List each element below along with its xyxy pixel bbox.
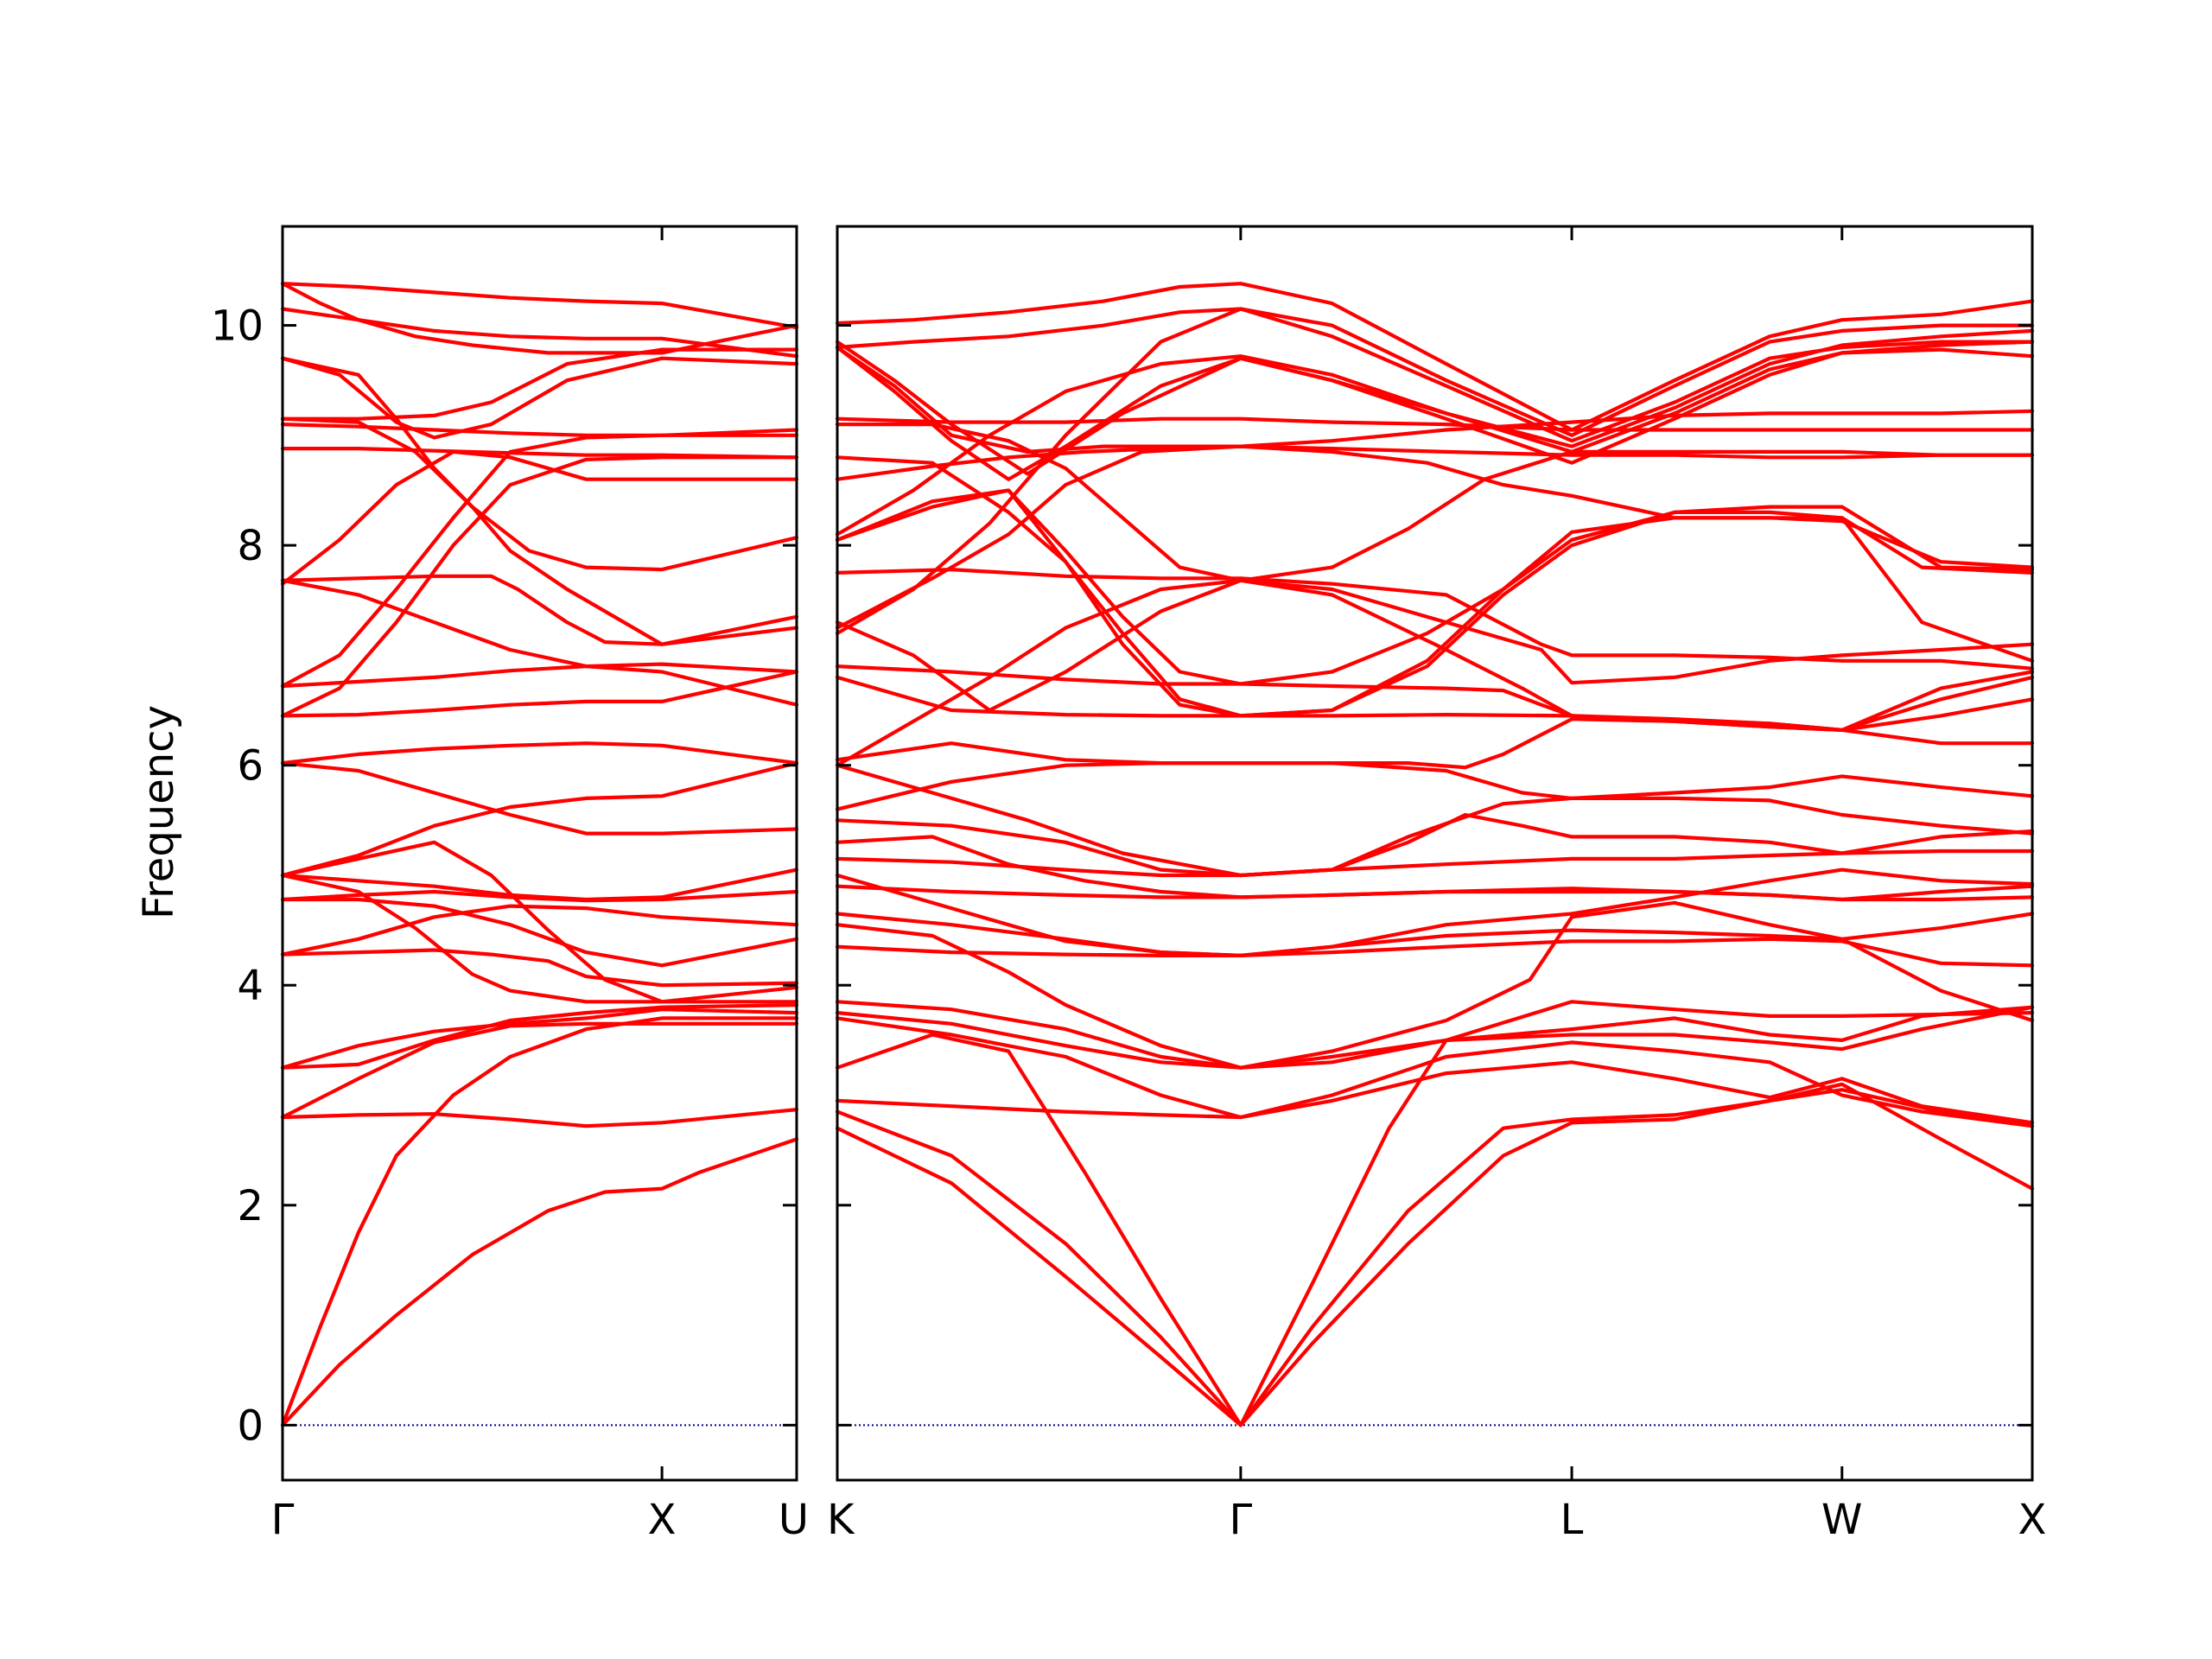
band-line (280, 662, 799, 689)
band-line (280, 897, 799, 968)
band-line (280, 423, 799, 437)
band-line (280, 455, 799, 718)
y-tick-label: 8 (237, 522, 264, 570)
band-line (280, 1007, 799, 1070)
band-line (835, 568, 2035, 671)
band-line (835, 444, 2035, 575)
x-tick-label: X (2018, 1496, 2047, 1544)
band-line (835, 1000, 2035, 1070)
band-line (835, 416, 2035, 432)
band-line (835, 900, 2035, 1070)
band-line (835, 1088, 2035, 1427)
band-line (835, 1000, 2035, 1427)
band-line (835, 812, 2035, 878)
band-line (280, 889, 799, 903)
band-line (835, 444, 2035, 630)
band-line (835, 345, 2035, 481)
band-line (280, 948, 799, 988)
band-line (835, 937, 2035, 968)
band-line (280, 356, 799, 440)
band-line (280, 1108, 799, 1128)
panels-layer: 0 2 4 6 8 10 Γ X U K Γ L W X (211, 225, 2047, 1544)
band-line (280, 356, 799, 646)
plot-frame (281, 225, 798, 1482)
band-line (835, 868, 2035, 957)
band-line (835, 1060, 2035, 1125)
x-tick-label: U (779, 1496, 809, 1544)
x-tick-label: Γ (271, 1496, 295, 1544)
y-tick-label: 10 (211, 302, 264, 351)
band-line (835, 282, 2035, 432)
band-line (280, 1003, 799, 1070)
band-line (280, 904, 799, 957)
band-line (280, 741, 799, 766)
band-line (280, 416, 799, 572)
band-line (835, 763, 2035, 878)
y-axis-label: Frequency (135, 705, 183, 919)
band-line (835, 1082, 2035, 1427)
x-tick-label: L (1560, 1496, 1584, 1544)
band-line (835, 761, 2035, 836)
band-line (280, 282, 799, 355)
band-line (280, 761, 799, 878)
band-line (280, 447, 799, 460)
band-line (280, 282, 799, 330)
x-tick-label: Γ (1229, 1496, 1252, 1544)
band-line (835, 912, 2035, 957)
y-tick-label: 6 (237, 742, 264, 791)
band-line (280, 761, 799, 836)
band-line (280, 873, 799, 1004)
band-line (280, 428, 799, 689)
band-line (280, 840, 799, 1004)
x-tick-label: K (827, 1496, 855, 1544)
plot-frame (836, 225, 2034, 1482)
left-panel: 0 2 4 6 8 10 Γ X U (211, 225, 809, 1544)
band-line (835, 423, 2035, 582)
band-line (835, 488, 2035, 686)
y-tick-label: 4 (237, 962, 264, 1010)
band-line (835, 345, 2035, 454)
band-line (835, 675, 2035, 732)
band-line (280, 1016, 799, 1427)
band-line (835, 307, 2035, 437)
band-line (280, 578, 799, 707)
band-line (835, 455, 2035, 718)
band-line (280, 670, 799, 718)
band-line (280, 574, 799, 646)
band-line (280, 1137, 799, 1427)
x-tick-label: X (648, 1496, 677, 1544)
x-tick-label: W (1821, 1496, 1862, 1544)
y-tick-label: 0 (237, 1402, 264, 1450)
band-line (280, 449, 799, 586)
band-line (835, 307, 2035, 635)
band-line (835, 1016, 2035, 1128)
band-line (835, 578, 2035, 767)
band-line (280, 1021, 799, 1120)
band-line (280, 347, 799, 421)
y-tick-label: 2 (237, 1182, 264, 1230)
